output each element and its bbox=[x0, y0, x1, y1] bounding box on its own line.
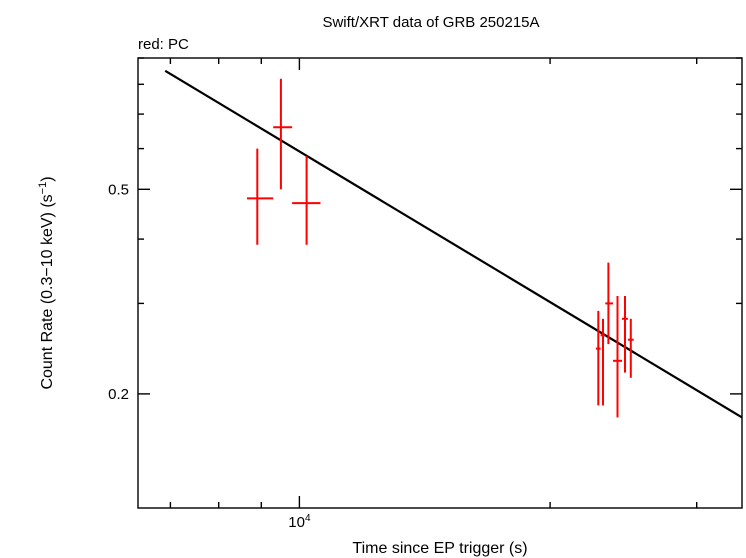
data-point bbox=[292, 156, 321, 245]
y-axis-label: Count Rate (0.3−10 keV) (s−1) bbox=[37, 176, 56, 389]
data-point bbox=[595, 310, 601, 406]
y-tick-label: 0.5 bbox=[108, 181, 129, 198]
chart-subtitle: red: PC bbox=[138, 36, 189, 53]
plot-frame bbox=[137, 57, 743, 509]
model-fit-line bbox=[164, 69, 743, 419]
data-point bbox=[600, 318, 606, 406]
y-axis-label-close: ) bbox=[39, 176, 56, 181]
y-axis-label-superscript: −1 bbox=[37, 182, 49, 195]
plot-area bbox=[164, 69, 743, 419]
data-point bbox=[273, 78, 293, 190]
x-axis-label: Time since EP trigger (s) bbox=[352, 540, 527, 557]
x-tick-label: 104 bbox=[288, 513, 311, 531]
data-point bbox=[605, 262, 613, 345]
data-point bbox=[247, 148, 274, 245]
y-axis-label-text: Count Rate (0.3−10 keV) (s bbox=[39, 194, 56, 389]
y-tick-label: 0.2 bbox=[108, 386, 129, 403]
axis-ticks: 104 0.5 0.2 bbox=[108, 57, 742, 531]
chart-title: Swift/XRT data of GRB 250215A bbox=[322, 14, 539, 31]
data-point bbox=[627, 318, 634, 378]
data-point bbox=[622, 296, 628, 373]
data-point bbox=[613, 296, 622, 418]
